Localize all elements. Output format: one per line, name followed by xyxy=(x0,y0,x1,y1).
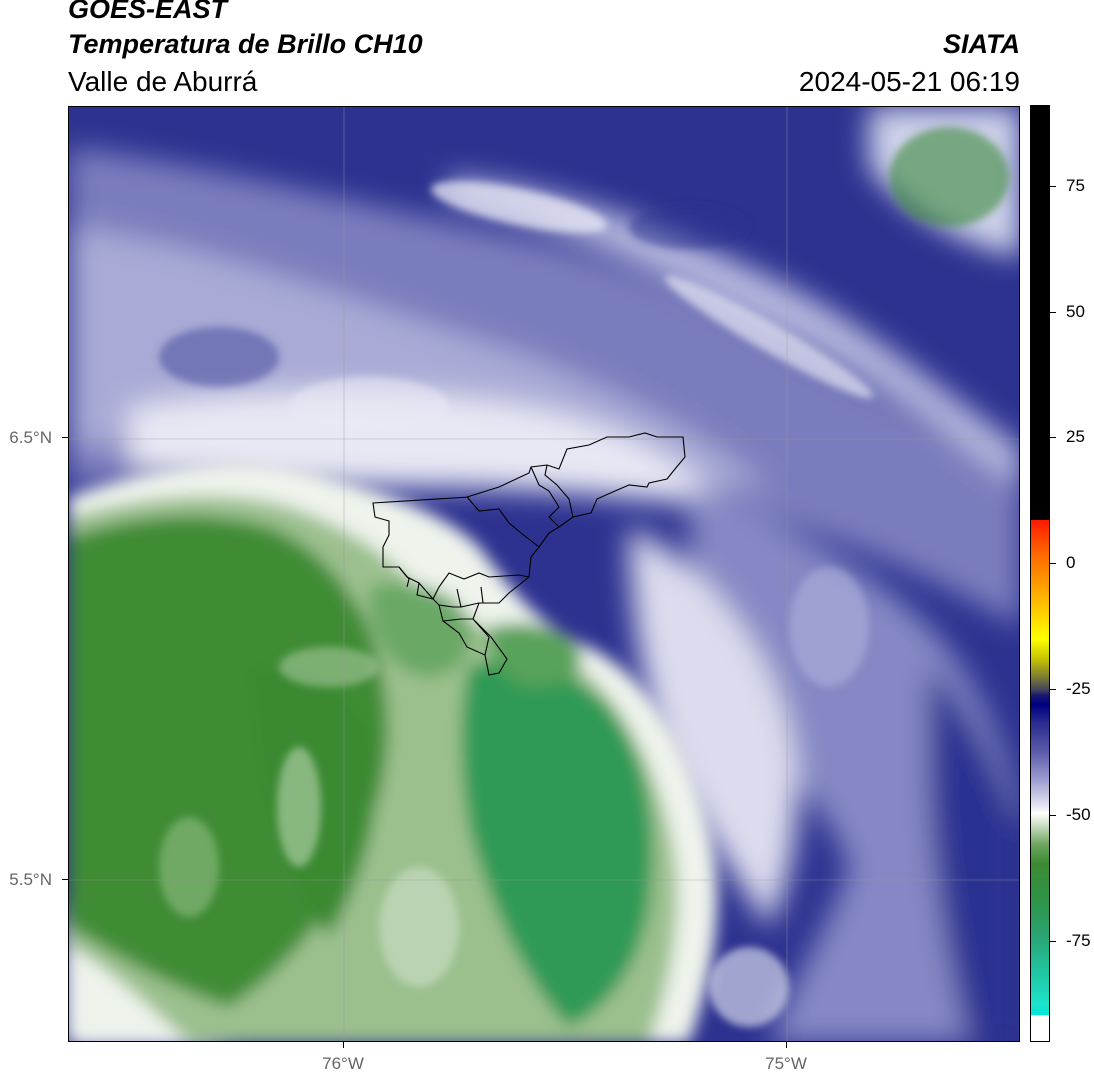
colorbar-tick-mark xyxy=(1050,437,1056,439)
lat-label-6-5: 6.5°N xyxy=(9,428,52,447)
lon-tick-mark xyxy=(343,1042,344,1048)
satellite-title: GOES-EAST xyxy=(68,0,228,24)
colorbar-tick-label: -25 xyxy=(1066,679,1091,699)
colorbar-tick-mark xyxy=(1050,185,1056,187)
lon-tick-mark xyxy=(786,1042,787,1048)
colorbar-tick-mark xyxy=(1050,563,1056,565)
colorbar-tick-label: -50 xyxy=(1066,805,1091,825)
texture-field xyxy=(159,127,1009,1027)
colorbar-tick-mark xyxy=(1050,815,1056,817)
colorbar-tick-mark xyxy=(1050,311,1056,313)
colorbar xyxy=(1030,105,1050,1042)
datetime-label: 2024-05-21 06:19 xyxy=(798,66,1020,97)
lon-label-75w: 75°W xyxy=(765,1054,807,1073)
colorbar-tick-label: -75 xyxy=(1066,931,1091,951)
clear-sky-field xyxy=(69,462,718,1041)
colorbar-tick-label: 25 xyxy=(1066,427,1085,447)
institution-label: SIATA xyxy=(943,29,1020,59)
lat-tick-mark xyxy=(62,437,68,438)
colorbar-tick-label: 0 xyxy=(1066,553,1076,573)
lat-label-5-5: 5.5°N xyxy=(9,870,52,889)
colorbar-tick-mark xyxy=(1050,941,1056,943)
product-title: Temperatura de Brillo CH10 xyxy=(68,29,423,59)
brightness-temperature-map xyxy=(68,106,1020,1042)
lon-label-76w: 76°W xyxy=(322,1054,364,1073)
region-subtitle: Valle de Aburrá xyxy=(68,66,258,97)
municipality-outline xyxy=(372,432,686,676)
colorbar-tick-mark xyxy=(1050,689,1056,691)
lat-tick-mark xyxy=(62,879,68,880)
colorbar-tick-label: 50 xyxy=(1066,301,1085,321)
map-field xyxy=(69,107,1019,1041)
gridlines xyxy=(69,107,1019,1041)
colorbar-tick-label: 75 xyxy=(1066,175,1085,195)
